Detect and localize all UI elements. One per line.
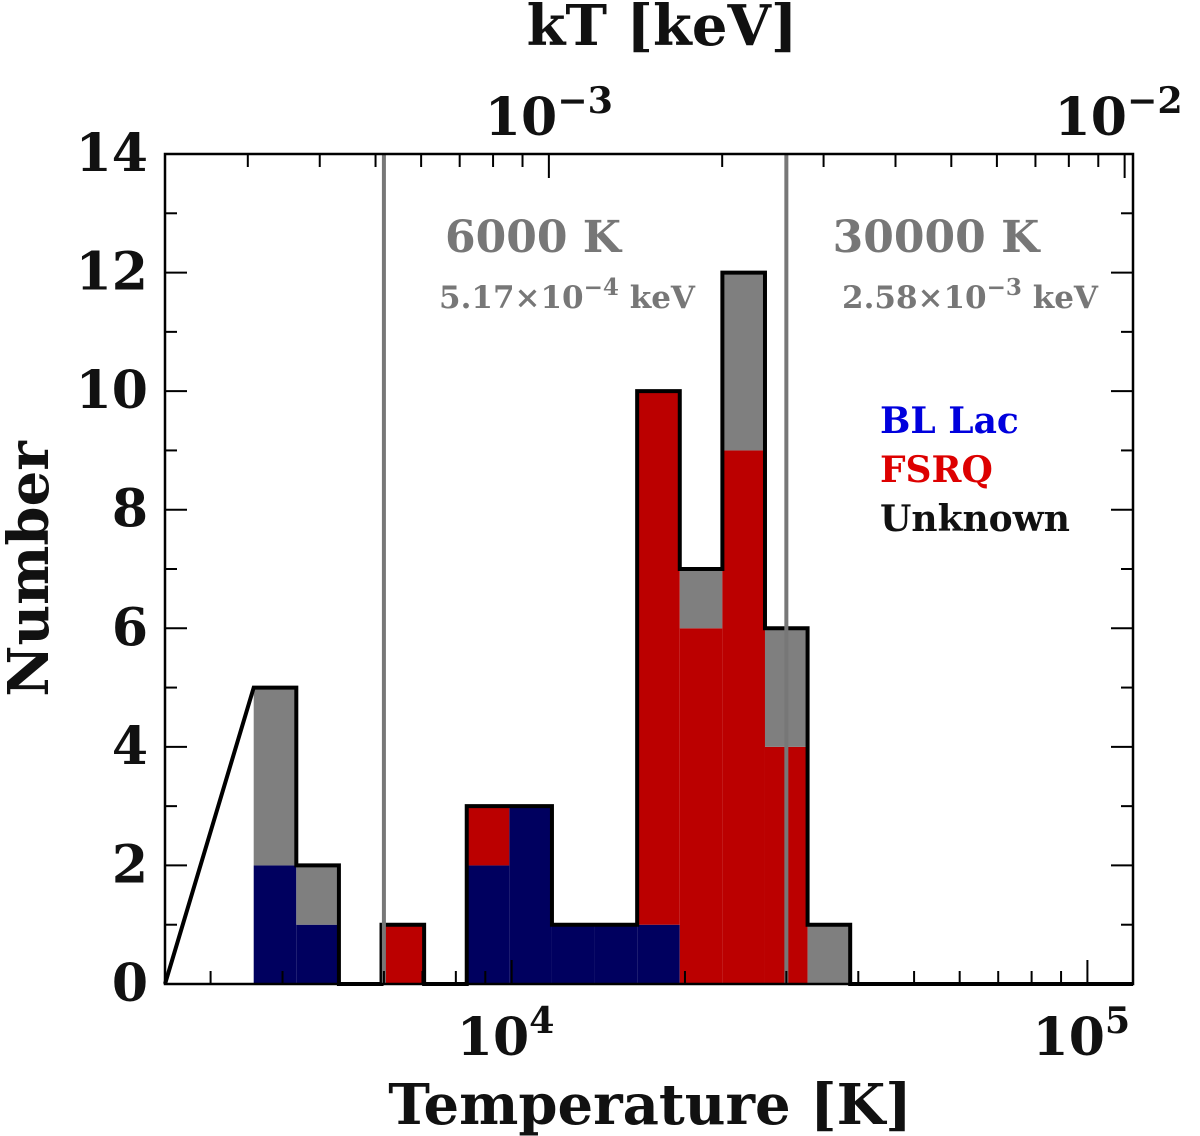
axis-ticks	[165, 153, 1133, 985]
y-tick-label-4: 4	[112, 716, 148, 777]
bar-bl-lac-bin-8	[594, 924, 638, 984]
legend-unknown: Unknown	[880, 498, 1070, 540]
legend-bl-lac: BL Lac	[880, 400, 1019, 442]
x-tick-label-10000: 104	[457, 999, 555, 1068]
top-tick-label-1: 10−2	[1055, 79, 1183, 148]
top-axis-title: kT [keV]	[527, 0, 798, 59]
bar-fsrq-bin-5	[466, 806, 510, 866]
bar-fsrq-bin-3	[381, 924, 425, 984]
bar-bl-lac-bin-1	[296, 924, 339, 984]
bar-bl-lac-bin-5	[466, 865, 510, 984]
y-tick-label-6: 6	[112, 597, 148, 658]
x-axis-title: Temperature [K]	[388, 1072, 912, 1136]
legend: BL Lac FSRQ Unknown	[880, 400, 1070, 540]
bar-fsrq-bin-10	[679, 628, 723, 984]
y-tick-label-0: 0	[112, 953, 148, 1014]
bar-unknown-bin-1	[296, 865, 339, 925]
y-tick-label-8: 8	[112, 479, 148, 540]
bar-unknown-bin-0	[253, 687, 297, 866]
bar-fsrq-bin-11	[722, 450, 765, 984]
bar-unknown-bin-13	[807, 924, 851, 984]
y-tick-label-2: 2	[112, 834, 148, 895]
reference-line-label-0: 6000 K	[445, 212, 623, 263]
bar-fsrq-bin-9	[637, 391, 680, 925]
bar-bl-lac-bin-6	[509, 806, 552, 984]
bar-unknown-bin-11	[722, 272, 765, 451]
bar-bl-lac-bin-0	[253, 865, 297, 984]
y-tick-label-12: 12	[76, 242, 148, 303]
reference-line-keV-label-1: 2.58×10−3 keV	[842, 274, 1099, 316]
x-tick-label-100000: 105	[1033, 999, 1131, 1068]
histogram-bars	[253, 272, 851, 984]
bar-bl-lac-bin-9	[637, 924, 680, 984]
plot-frame	[163, 152, 1135, 986]
reference-lines: 6000 K 5.17×10−4 keV 30000 K 2.58×10−3 keV	[381, 154, 1099, 984]
histogram-total-outline	[163, 270, 1133, 986]
y-axis-title: Number	[0, 440, 62, 697]
top-tick-label-0: 10−3	[485, 79, 613, 148]
bar-bl-lac-bin-7	[551, 924, 595, 984]
legend-fsrq: FSRQ	[880, 449, 993, 491]
y-tick-label-10: 10	[76, 360, 148, 421]
y-tick-label-14: 14	[76, 123, 148, 184]
reference-line-label-1: 30000 K	[833, 212, 1041, 263]
reference-line-keV-label-0: 5.17×10−4 keV	[439, 274, 696, 316]
bar-unknown-bin-10	[679, 569, 723, 629]
